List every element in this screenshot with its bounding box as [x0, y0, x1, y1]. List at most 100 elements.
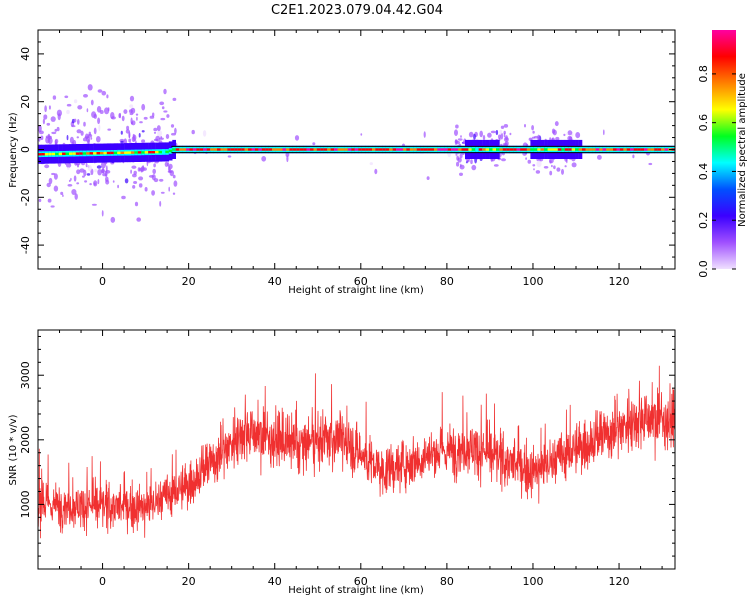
heatmap-speckle	[149, 115, 155, 119]
heatmap-ridge-cell	[182, 148, 187, 151]
heatmap-speckle	[227, 155, 232, 158]
heatmap-ridge-cell	[282, 148, 287, 151]
heatmap-ridge-cell	[540, 148, 545, 151]
heatmap-speckle	[470, 159, 473, 165]
heatmap-speckle	[567, 130, 573, 136]
heatmap-speckle	[97, 117, 101, 125]
heatmap-ridge-cell	[69, 152, 73, 155]
heatmap-speckle	[500, 125, 505, 129]
heatmap-speckle	[64, 95, 69, 99]
heatmap-ridge-cell	[351, 148, 355, 151]
heatmap-ridge-cell	[144, 151, 149, 154]
heatmap-speckle	[144, 187, 148, 192]
heatmap-speckle	[482, 134, 486, 141]
heatmap-speckle	[509, 132, 512, 136]
heatmap-ridge-cell	[210, 148, 214, 151]
heatmap-ridge-cell	[520, 148, 524, 151]
heatmap-speckle	[136, 116, 138, 121]
heatmap-speckle	[597, 154, 602, 160]
heatmap-ridge-cell	[602, 148, 607, 151]
heatmap-ridge-cell	[223, 148, 228, 151]
heatmap-speckle	[294, 135, 300, 141]
heatmap-ridge-cell	[396, 148, 400, 151]
heatmap-ridge-cell	[588, 148, 593, 151]
heatmap-ridge-cell	[571, 148, 576, 151]
heatmap-ridge-cell	[482, 148, 486, 151]
heatmap-ridge-cell	[561, 148, 566, 151]
heatmap-ridge-cell	[96, 152, 101, 155]
heatmap-ridge-cell	[230, 148, 235, 151]
heatmap-speckle	[133, 181, 138, 184]
heatmap-speckle	[495, 130, 499, 135]
heatmap-ridge-cell	[58, 152, 63, 156]
heatmap-speckle	[101, 90, 107, 96]
heatmap-speckle	[531, 125, 534, 131]
heatmap-speckle	[71, 125, 76, 128]
heatmap-ridge-cell	[365, 148, 369, 151]
heatmap-ridge-cell	[186, 148, 190, 151]
heatmap-ridge-cell	[385, 148, 390, 151]
heatmap-ridge-cell	[458, 148, 462, 151]
heatmap-speckle	[106, 94, 109, 99]
heatmap-speckle	[471, 164, 477, 171]
heatmap-ridge-cell	[406, 148, 411, 151]
heatmap-speckle	[457, 157, 462, 163]
spectrogram-x-tick-label: 100	[522, 275, 543, 288]
heatmap-speckle	[97, 89, 103, 93]
heatmap-ridge-cell	[568, 148, 572, 151]
heatmap-speckle	[191, 129, 195, 135]
heatmap-speckle	[153, 131, 157, 134]
heatmap-speckle	[160, 136, 163, 139]
heatmap-speckle	[648, 162, 653, 166]
snr-x-tick-label: 0	[99, 575, 106, 588]
heatmap-ridge-cell	[578, 148, 583, 151]
heatmap-speckle	[575, 132, 581, 139]
heatmap-speckle	[93, 180, 98, 187]
heatmap-speckle	[141, 103, 146, 111]
heatmap-speckle	[151, 174, 156, 181]
heatmap-speckle	[152, 168, 156, 175]
heatmap-speckle	[50, 205, 55, 208]
heatmap-ridge-cell	[465, 148, 469, 151]
heatmap-ridge-cell	[158, 150, 163, 154]
heatmap-speckle	[76, 182, 80, 185]
heatmap-ridge-cell	[213, 148, 218, 151]
heatmap-ridge-cell	[526, 148, 531, 151]
heatmap-speckle	[157, 130, 163, 137]
heatmap-speckle	[101, 210, 104, 217]
heatmap-speckle	[76, 169, 81, 175]
heatmap-ridge-cell	[661, 148, 665, 151]
heatmap-speckle	[543, 166, 549, 169]
heatmap-ridge-cell	[316, 148, 321, 151]
heatmap-speckle	[84, 180, 88, 183]
heatmap-speckle	[479, 130, 484, 138]
heatmap-speckle	[141, 139, 146, 143]
heatmap-speckle	[50, 116, 56, 122]
heatmap-ridge-cell	[124, 151, 128, 154]
heatmap-speckle	[312, 142, 316, 146]
heatmap-ridge-cell	[537, 148, 541, 151]
heatmap-ridge-cell	[179, 148, 183, 151]
heatmap-ridge-cell	[378, 148, 383, 151]
heatmap-ridge-cell	[516, 148, 521, 151]
colorbar-label: Normalized spectral amplitude	[737, 73, 748, 227]
heatmap-speckle	[137, 167, 141, 172]
heatmap-speckle	[124, 178, 129, 184]
heatmap-speckle	[73, 175, 77, 182]
heatmap-ridge-cell	[265, 148, 269, 151]
heatmap-ridge-cell	[151, 151, 156, 154]
heatmap-ridge-cell	[444, 148, 448, 151]
heatmap-speckle	[564, 165, 567, 168]
heatmap-ridge-cell	[268, 148, 273, 151]
heatmap-speckle	[117, 184, 119, 189]
heatmap-speckle	[120, 130, 123, 135]
spectrogram-x-tick-label: 0	[99, 275, 106, 288]
heatmap-speckle	[533, 168, 535, 171]
heatmap-speckle	[159, 101, 165, 106]
heatmap-ridge-cell	[72, 152, 77, 155]
heatmap-speckle	[96, 106, 102, 113]
heatmap-ridge-cell	[38, 153, 42, 156]
heatmap-speckle	[490, 130, 496, 134]
heatmap-ridge-cell	[564, 148, 569, 151]
heatmap-ridge-cell	[244, 148, 249, 151]
